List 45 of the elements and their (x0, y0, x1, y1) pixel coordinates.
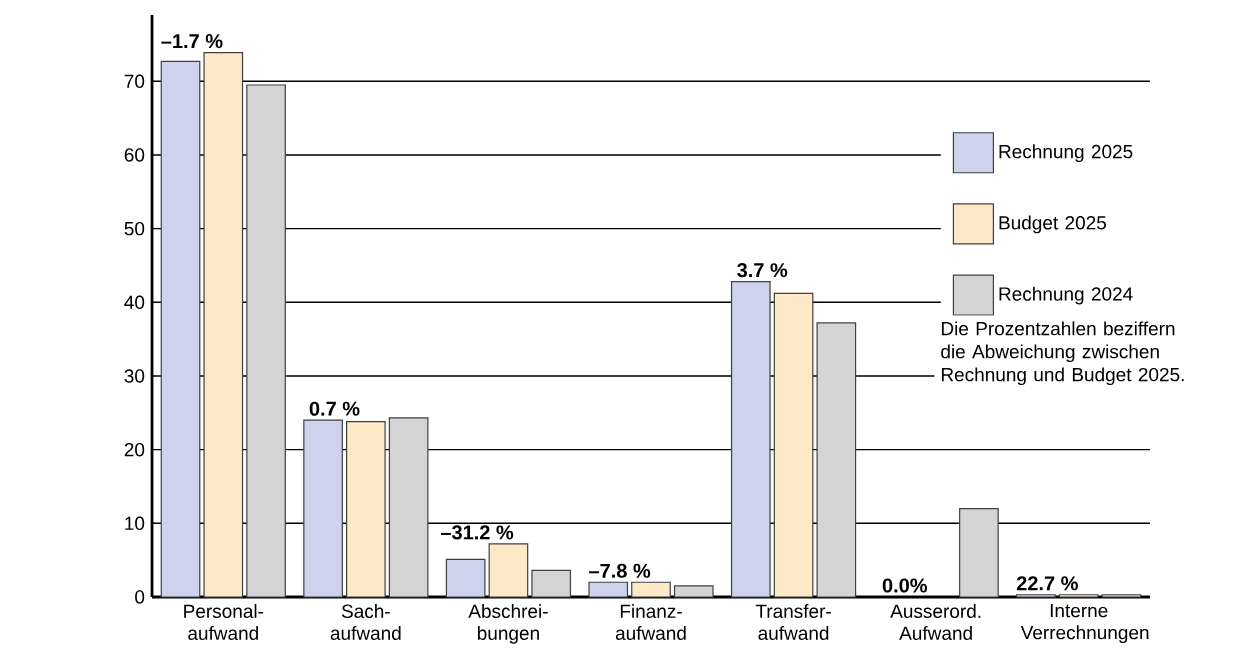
y-tick-label: 50 (124, 221, 145, 236)
bar (488, 543, 529, 598)
x-tick-label: Transfer- aufwand (755, 604, 831, 640)
y-tick-label: 70 (124, 74, 145, 89)
bar (346, 421, 386, 598)
y-tick-label: 10 (125, 516, 145, 531)
y-tick-label: 60 (124, 148, 145, 162)
bar (673, 585, 714, 598)
bar (160, 60, 201, 598)
annotation: 3.7 % (737, 263, 788, 278)
bar (303, 419, 343, 598)
bar (631, 581, 671, 598)
bar (773, 292, 814, 598)
y-tick-label: 40 (124, 295, 145, 310)
bar (388, 417, 429, 598)
bar (203, 51, 244, 598)
annotation: –1.7 % (161, 34, 223, 49)
bar (1101, 594, 1142, 598)
annotation: –7.8 % (589, 563, 651, 578)
bar (730, 281, 771, 598)
x-tick-label: Ausserord. Aufwand (890, 604, 981, 641)
annotation: 0.7 % (309, 401, 360, 416)
y-tick-label: 30 (124, 369, 145, 383)
annotation: 22.7 % (1016, 576, 1078, 591)
y-tick-label: 0 (135, 590, 145, 604)
bar (531, 569, 572, 598)
x-tick-label: Abschrei- bungen (468, 604, 548, 644)
y-tick-label: 20 (124, 442, 145, 457)
annotation: 0.0% (882, 578, 928, 593)
x-tick-label: Sach- aufwand (330, 604, 401, 641)
x-tick-label: Personal- aufwand (184, 604, 264, 641)
x-tick-label: Finanz- aufwand (615, 604, 686, 641)
legend-label: Budget 2025 (999, 215, 1107, 234)
x-tick-label: Interne Verrechnungen (1020, 604, 1149, 644)
legend-label: Rechnung 2024 (999, 286, 1133, 305)
annotation: Die Prozentzahlen beziffern die Abweichung zwischen Rechnung und Budget 2025. (941, 321, 1184, 386)
bar (959, 507, 999, 598)
bar (588, 581, 629, 598)
legend-label: Rechnung 2025 (999, 144, 1133, 163)
bar (816, 322, 857, 598)
annotation: –31.2 % (440, 525, 514, 540)
bar (246, 84, 286, 598)
bar (445, 558, 486, 598)
bar (1058, 594, 1099, 598)
bar (1016, 594, 1056, 598)
